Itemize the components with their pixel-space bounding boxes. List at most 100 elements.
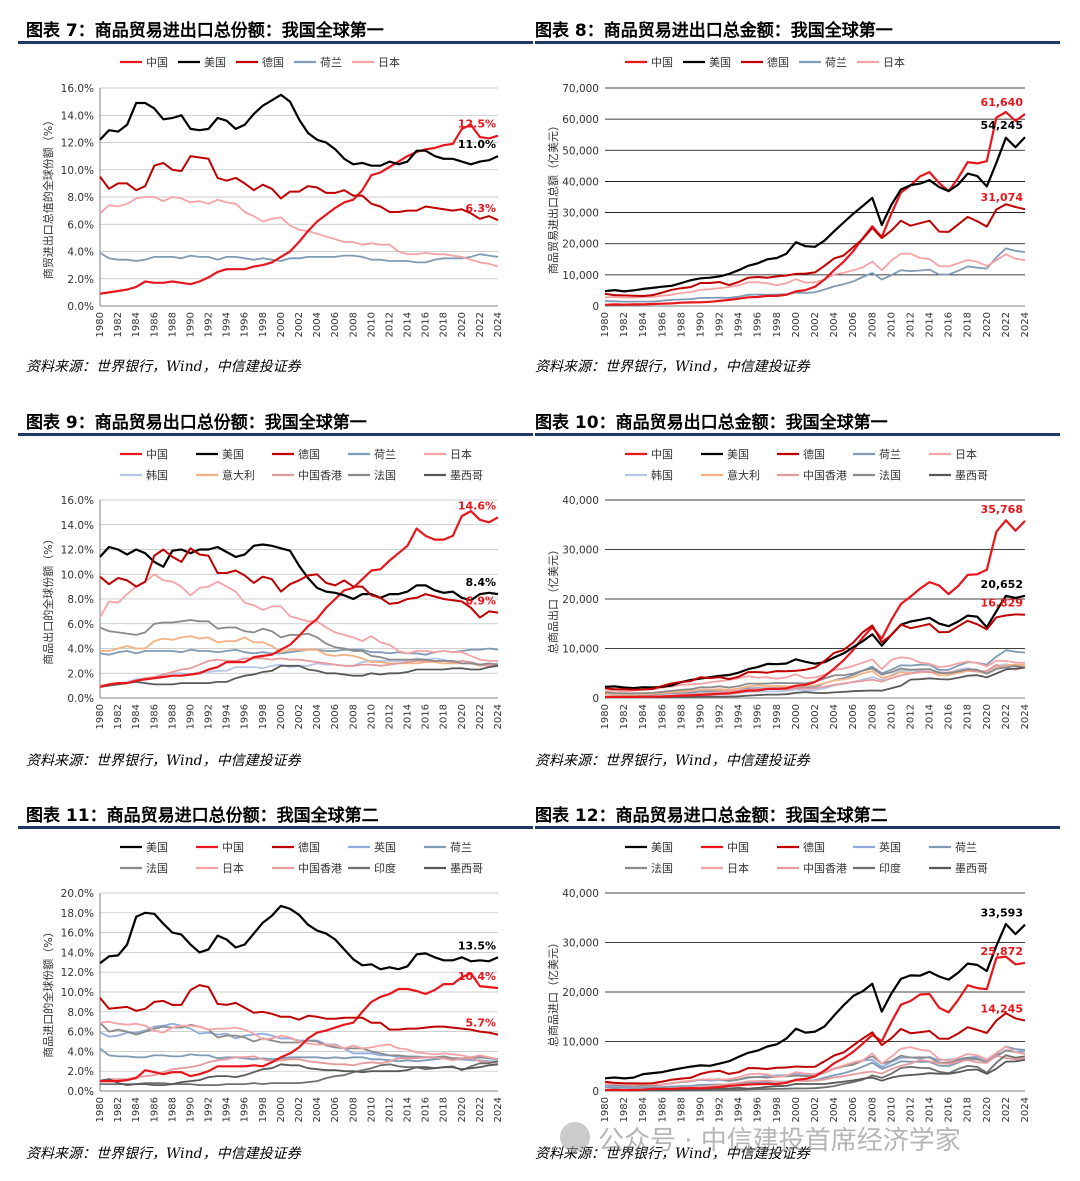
y-axis-label: 总商品进口（亿美元） xyxy=(546,937,560,1047)
series-line xyxy=(100,635,499,667)
source-note: 资料来源：世界银行，Wind，中信建投证券 xyxy=(535,359,810,375)
legend-label: 日本 xyxy=(727,861,749,875)
x-tick-label: 2014 xyxy=(403,1097,414,1122)
y-tick-label: 10,000 xyxy=(562,1037,599,1049)
y-tick-label: 14.0% xyxy=(61,947,94,959)
x-tick-label: 2000 xyxy=(276,312,287,337)
x-tick-label: 1994 xyxy=(222,1097,233,1122)
x-tick-label: 1984 xyxy=(131,312,142,337)
x-tick-label: 2018 xyxy=(963,1097,974,1122)
source-note: 资料来源：世界银行，Wind，中信建投证券 xyxy=(535,753,810,769)
legend-label: 德国 xyxy=(262,55,284,69)
x-tick-label: 2000 xyxy=(276,704,287,729)
series-line xyxy=(99,543,499,602)
x-tick-label: 1988 xyxy=(676,1097,687,1122)
x-tick-label: 1996 xyxy=(753,1097,764,1122)
y-tick-label: 16.0% xyxy=(61,495,94,507)
series-line xyxy=(604,663,1026,696)
series-line xyxy=(604,1045,1026,1086)
data-label: 25,872 xyxy=(981,945,1023,958)
chart-panel-7: 图表 7：商品贸易进出口总份额：我国全球第一 0.0% 2.0% 4.0% 6.0% 8… xyxy=(18,8,538,393)
x-tick-label: 1996 xyxy=(240,1097,251,1122)
series-line xyxy=(99,93,499,167)
x-tick-label: 2008 xyxy=(867,312,878,337)
legend-label: 美国 xyxy=(727,448,749,461)
x-tick-label: 1990 xyxy=(695,704,706,729)
x-tick-label: 2022 xyxy=(1001,1097,1012,1122)
x-tick-label: 2000 xyxy=(791,312,802,337)
y-tick-label: 8.0% xyxy=(67,1007,94,1019)
x-tick-label: 2006 xyxy=(848,1097,859,1122)
series-line xyxy=(604,110,1026,306)
x-tick-label: 2016 xyxy=(944,1097,955,1122)
data-label: 61,640 xyxy=(981,96,1024,109)
y-tick-label: 6.0% xyxy=(67,619,94,631)
x-tick-label: 2018 xyxy=(439,704,450,729)
x-tick-label: 2000 xyxy=(276,1097,287,1122)
legend-label: 中国 xyxy=(727,841,749,854)
series-line xyxy=(604,1012,1026,1085)
x-tick-label: 2004 xyxy=(829,704,840,729)
legend-label: 德国 xyxy=(298,840,320,854)
chart-panel-10: 图表 10：商品贸易出口总金额：我国全球第一 0 10,000 20,000 30,0… xyxy=(535,400,1065,785)
x-tick-label: 1988 xyxy=(167,312,178,337)
x-tick-label: 1988 xyxy=(676,312,687,337)
legend-label: 中国香港 xyxy=(803,469,847,482)
x-tick-label: 2016 xyxy=(944,704,955,729)
x-tick-label: 2024 xyxy=(493,312,504,337)
x-tick-label: 1990 xyxy=(695,312,706,337)
x-tick-label: 1992 xyxy=(715,312,726,337)
chart-svg: 0.0% 2.0% 4.0% 6.0% 8.0% 10.0% 12.0% 14.0% 16.0%… xyxy=(41,55,504,337)
x-tick-label: 1980 xyxy=(600,312,611,337)
legend-label: 中国 xyxy=(222,841,244,854)
x-tick-label: 2018 xyxy=(963,704,974,729)
title-rule xyxy=(535,41,1060,44)
x-tick-label: 1998 xyxy=(258,1097,269,1122)
y-tick-label: 16.0% xyxy=(61,83,94,95)
x-tick-label: 2014 xyxy=(925,704,936,729)
legend-label: 韩国 xyxy=(146,468,168,482)
y-tick-label: 0 xyxy=(592,693,599,705)
series-line xyxy=(99,664,499,688)
y-tick-label: 20.0% xyxy=(61,888,94,900)
x-tick-label: 1998 xyxy=(772,704,783,729)
series-line xyxy=(604,252,1026,299)
legend-label: 英国 xyxy=(374,840,396,854)
x-tick-label: 2006 xyxy=(330,704,341,729)
y-axis-label: 商品贸易进出口总额（亿美元） xyxy=(546,120,560,274)
y-tick-label: 10.0% xyxy=(61,987,94,999)
legend-label: 德国 xyxy=(803,840,825,854)
x-tick-label: 2002 xyxy=(294,1097,305,1122)
legend-label: 荷兰 xyxy=(374,448,396,461)
x-tick-label: 1982 xyxy=(619,312,630,337)
x-tick-label: 1998 xyxy=(772,1097,783,1122)
x-tick-label: 2016 xyxy=(421,704,432,729)
x-tick-label: 1992 xyxy=(204,1097,215,1122)
y-tick-label: 70,000 xyxy=(562,83,599,95)
data-label: 6.9% xyxy=(465,595,496,608)
y-tick-label: 40,000 xyxy=(562,888,599,900)
chart-panel-11: 图表 11：商品贸易进口总份额：我国全球第二 0.0% 2.0% 4.0% 6.0% 8… xyxy=(18,793,538,1178)
x-tick-label: 1988 xyxy=(167,1097,178,1122)
x-tick-label: 2022 xyxy=(475,704,486,729)
x-tick-label: 1990 xyxy=(185,312,196,337)
legend-label: 中国香港 xyxy=(803,862,847,875)
y-tick-label: 10.0% xyxy=(61,569,94,581)
x-tick-label: 2014 xyxy=(403,312,414,337)
legend-label: 中国 xyxy=(146,56,168,69)
legend-label: 法国 xyxy=(374,468,396,482)
y-axis-label: 商品进口的全球份额（%） xyxy=(41,926,55,1057)
series-line xyxy=(604,594,1026,690)
series-line xyxy=(99,547,499,619)
x-tick-label: 2014 xyxy=(925,312,936,337)
y-axis-label: 总商品出口（亿美元） xyxy=(546,544,560,654)
x-tick-label: 2004 xyxy=(312,704,323,729)
legend-label: 荷兰 xyxy=(879,448,901,461)
x-tick-label: 2010 xyxy=(886,704,897,729)
y-tick-label: 16.0% xyxy=(61,928,94,940)
x-tick-label: 2020 xyxy=(457,312,468,337)
series-line xyxy=(99,984,499,1036)
series-line xyxy=(604,136,1026,293)
y-tick-label: 6.0% xyxy=(67,219,94,231)
legend-label: 意大利 xyxy=(222,468,255,482)
